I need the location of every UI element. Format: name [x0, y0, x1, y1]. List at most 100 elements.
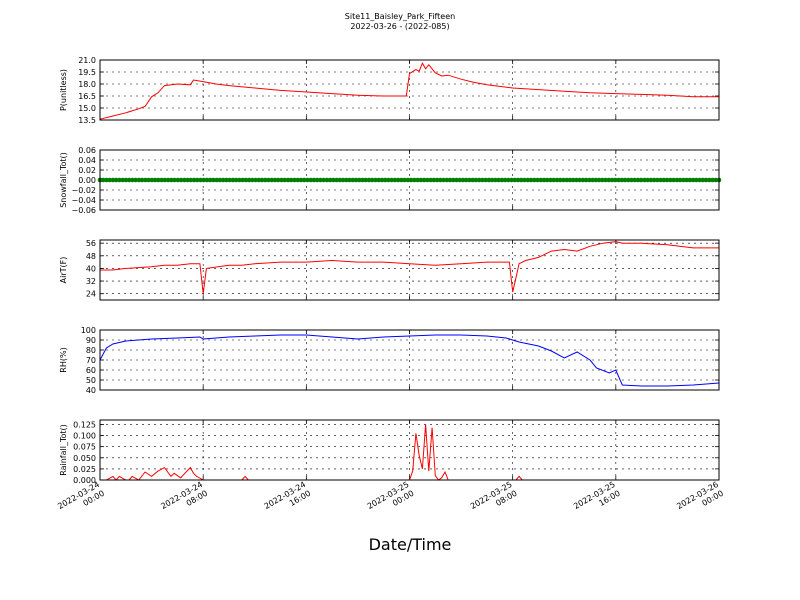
y-tick-label: 0.04	[78, 156, 96, 165]
data-point	[687, 177, 693, 183]
x-axis-label: Date/Time	[369, 535, 452, 554]
y-axis-label: AirT(F)	[59, 257, 68, 284]
data-point	[344, 177, 349, 183]
data-point	[256, 177, 262, 183]
data-point	[509, 177, 514, 183]
y-tick-label: 0.100	[73, 432, 96, 441]
y-tick-label: −0.04	[71, 196, 96, 205]
data-point	[412, 177, 417, 183]
data-point	[408, 177, 414, 183]
data-point	[606, 177, 612, 183]
data-point	[324, 177, 330, 183]
data-point	[697, 177, 702, 183]
y-tick-label: 80	[86, 346, 96, 355]
data-point	[577, 177, 582, 183]
data-point	[337, 177, 343, 183]
data-point	[240, 177, 245, 183]
data-point	[486, 177, 492, 183]
data-point	[182, 177, 187, 183]
data-point	[544, 177, 550, 183]
chart-panel-2: 24 32 40 48 56 AirT(F)	[59, 239, 720, 301]
data-point	[311, 177, 317, 183]
data-point	[551, 177, 556, 183]
data-point	[681, 177, 686, 183]
data-point	[635, 177, 641, 183]
data-point	[574, 177, 579, 183]
data-point	[227, 177, 232, 183]
data-point	[596, 177, 602, 183]
data-point	[629, 177, 634, 183]
data-point	[123, 177, 129, 183]
y-tick-label: 0.025	[73, 465, 96, 474]
data-point	[476, 177, 482, 183]
data-point	[327, 177, 333, 183]
series-line	[100, 241, 719, 294]
data-point	[376, 177, 382, 183]
figure-title: Site11_Baisley_Park_Fifteen	[345, 12, 455, 21]
y-tick-label: 24	[86, 290, 96, 299]
data-point	[470, 177, 476, 183]
data-point	[353, 177, 359, 183]
chart-panel-1: −0.06−0.04−0.020.000.020.040.06 Snowfall_…	[59, 146, 722, 215]
data-point	[334, 177, 339, 183]
data-point	[454, 177, 459, 183]
data-point	[130, 177, 135, 183]
data-point	[444, 177, 450, 183]
y-tick-label: 19.5	[78, 68, 96, 77]
data-point	[110, 177, 116, 183]
data-point	[668, 177, 673, 183]
data-point	[554, 177, 560, 183]
data-point	[528, 177, 534, 183]
data-point	[389, 177, 395, 183]
data-point	[237, 177, 242, 183]
y-tick-label: 0.00	[78, 176, 96, 185]
data-point	[373, 177, 378, 183]
data-point	[483, 177, 489, 183]
data-point	[143, 177, 148, 183]
data-point	[133, 177, 138, 183]
data-point	[318, 177, 323, 183]
data-point	[288, 177, 294, 183]
axes-frame	[99, 149, 720, 211]
data-point	[188, 177, 193, 183]
data-point	[713, 177, 719, 183]
data-point	[655, 177, 660, 183]
data-point	[379, 177, 385, 183]
axes-frame	[99, 419, 720, 481]
data-point	[664, 177, 670, 183]
y-tick-label: 100	[81, 326, 96, 335]
data-point	[246, 177, 252, 183]
data-point	[395, 177, 401, 183]
data-point	[710, 177, 715, 183]
data-point	[415, 177, 420, 183]
data-point	[535, 177, 540, 183]
data-point	[609, 177, 615, 183]
data-point	[593, 177, 599, 183]
data-point	[162, 177, 168, 183]
data-point	[564, 177, 569, 183]
data-point	[117, 177, 122, 183]
data-point	[107, 177, 112, 183]
data-point	[266, 177, 271, 183]
y-tick-label: 40	[86, 386, 96, 395]
data-point	[369, 177, 375, 183]
data-point	[172, 177, 177, 183]
data-point	[603, 177, 608, 183]
data-point	[201, 177, 206, 183]
data-point	[684, 177, 689, 183]
axes-frame	[99, 59, 720, 121]
data-point	[622, 177, 628, 183]
data-point	[194, 177, 200, 183]
data-point	[616, 177, 621, 183]
data-point	[674, 177, 680, 183]
data-point	[451, 177, 456, 183]
y-tick-label: 48	[86, 252, 96, 261]
data-point	[418, 177, 424, 183]
data-point	[428, 177, 433, 183]
